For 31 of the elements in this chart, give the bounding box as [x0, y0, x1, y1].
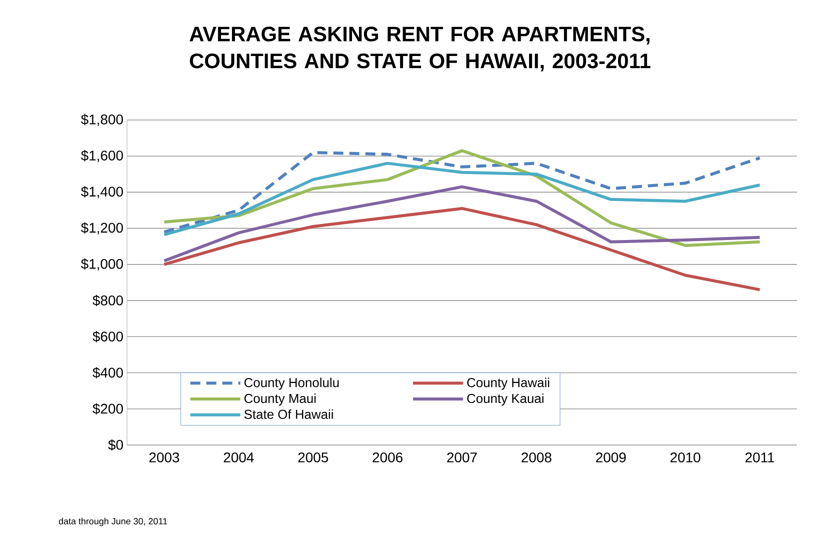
legend-label: County Hawaii — [467, 378, 550, 390]
legend-label: County Maui — [244, 394, 316, 406]
chart-title: AVERAGE ASKING RENT FOR APARTMENTS, COUNTIES AND STATE OF HAWAII, 2003-2011 — [190, 26, 650, 72]
x-tick-label: 2005 — [298, 452, 328, 462]
y-tick-label: $0 — [108, 439, 123, 451]
y-tick-label: $400 — [92, 367, 123, 378]
y-tick-label: $1,400 — [80, 186, 123, 198]
x-tick-label: 2003 — [149, 452, 180, 462]
y-tick-label: $200 — [92, 403, 123, 415]
y-tick-label: $1,800 — [80, 114, 123, 126]
y-tick-label: $1,200 — [80, 222, 123, 234]
line-series — [162, 206, 762, 292]
line-series — [162, 149, 762, 247]
y-tick-label: $1,600 — [80, 150, 123, 162]
x-tick-label: 2006 — [372, 452, 402, 462]
legend-label: State Of Hawaii — [244, 409, 333, 419]
x-tick-label: 2009 — [596, 452, 626, 462]
legend-label: County Honolulu — [244, 378, 339, 390]
y-tick-label: $800 — [92, 294, 123, 306]
x-tick-label: 2011 — [745, 452, 774, 462]
text: data through June 30, 2011 — [58, 518, 168, 526]
x-tick-label: 2004 — [224, 452, 254, 462]
y-tick-label: $1,000 — [80, 258, 123, 270]
legend-label: County Kauai — [467, 394, 544, 406]
line-series — [162, 185, 762, 262]
line-series — [162, 162, 762, 236]
x-tick-label: 2008 — [522, 452, 552, 462]
line-series — [162, 150, 762, 234]
y-tick-label: $600 — [92, 331, 123, 342]
x-tick-label: 2007 — [447, 452, 477, 462]
x-tick-label: 2010 — [670, 452, 700, 462]
